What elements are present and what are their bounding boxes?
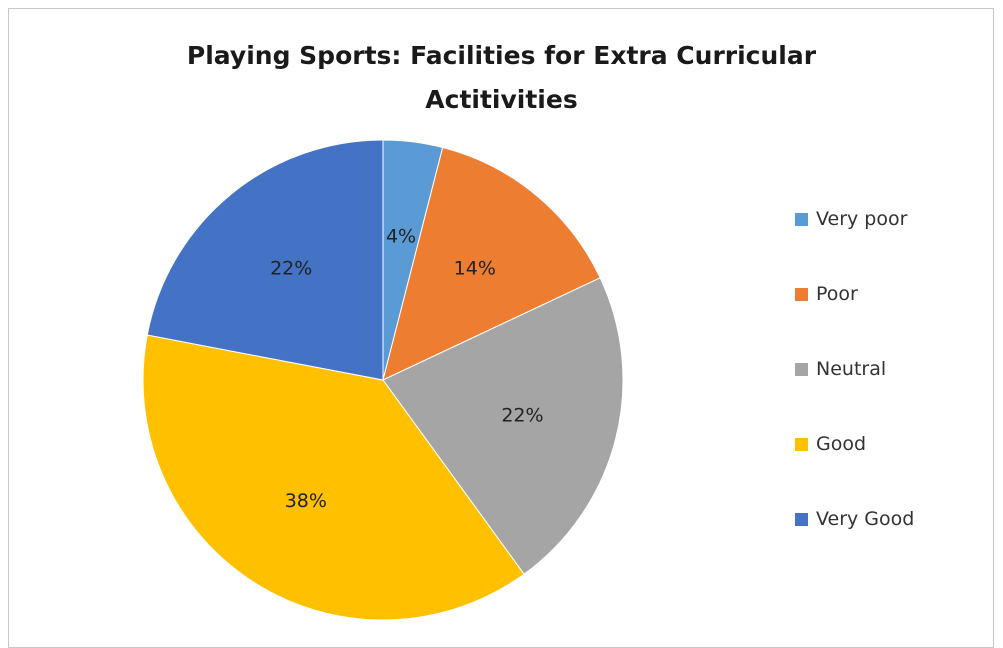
pie-slice-neutral	[382, 277, 624, 575]
legend-item-neutral: Neutral	[795, 353, 886, 385]
legend-item-very-good: Very Good	[795, 503, 914, 535]
legend-label-very-poor: Very poor	[816, 208, 908, 230]
data-label-very-poor: 4%	[386, 226, 416, 248]
data-label-poor: 14%	[454, 258, 496, 280]
legend-swatch-poor	[795, 287, 808, 301]
legend-swatch-very-good	[795, 512, 808, 526]
legend-swatch-good	[795, 437, 808, 451]
legend-item-good: Good	[795, 428, 866, 460]
legend-label-very-good: Very Good	[816, 508, 915, 530]
data-label-neutral: 22%	[501, 404, 543, 426]
legend-swatch-neutral	[795, 362, 808, 376]
pie-slice-very-good	[146, 139, 384, 381]
legend-item-very-poor: Very poor	[795, 203, 907, 235]
data-label-very-good: 22%	[270, 258, 312, 280]
legend-item-poor: Poor	[795, 278, 858, 310]
legend-label-neutral: Neutral	[816, 358, 887, 380]
pie-slice-good	[142, 334, 525, 621]
legend-label-poor: Poor	[816, 283, 858, 305]
data-label-good: 38%	[285, 490, 327, 512]
chart-title-line-1: Playing Sports: Facilities for Extra Cur…	[186, 41, 817, 70]
legend-label-good: Good	[816, 433, 867, 455]
pie-slice-poor	[382, 146, 601, 381]
legend-swatch-very-poor	[795, 212, 808, 226]
chart-title-line-2: Actitivities	[425, 85, 578, 114]
chart-title: Playing Sports: Facilities for Extra Cur…	[0, 34, 1003, 122]
